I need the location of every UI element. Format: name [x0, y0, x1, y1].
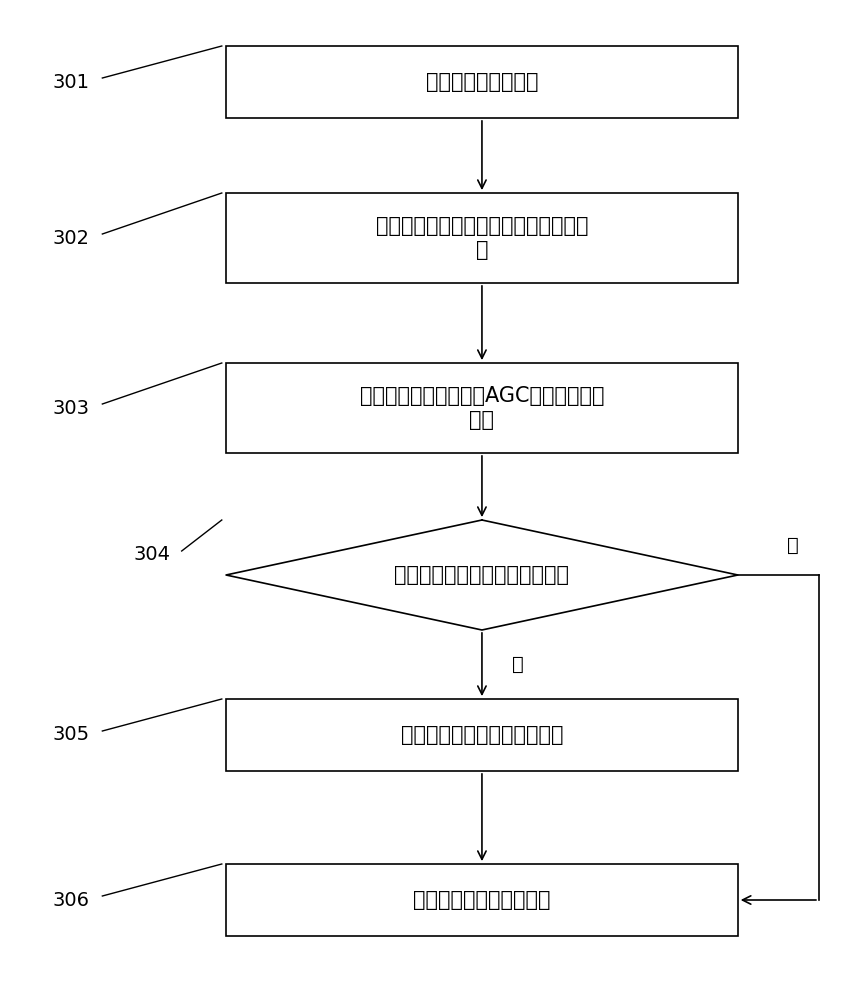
Text: 306: 306 [53, 890, 89, 910]
Bar [226, 864, 737, 936]
Text: 接收端向发射端发送指令: 接收端向发射端发送指令 [412, 890, 550, 910]
Text: 304: 304 [134, 546, 170, 564]
Text: 否: 否 [786, 536, 798, 554]
Text: 是: 是 [511, 654, 523, 674]
Text: 判断第三信号是否满足预设条件: 判断第三信号是否满足预设条件 [394, 565, 569, 585]
Bar [226, 193, 737, 283]
Bar [226, 46, 737, 118]
Bar [226, 699, 737, 771]
Bar [226, 363, 737, 453]
Text: 301: 301 [53, 73, 89, 92]
Text: 303: 303 [53, 398, 89, 418]
Polygon shape [226, 520, 737, 630]
Text: 接收端获取第一信号: 接收端获取第一信号 [425, 72, 538, 92]
Text: 305: 305 [52, 726, 89, 744]
Text: 接收端确认第三信号不受干扰: 接收端确认第三信号不受干扰 [400, 725, 562, 745]
Text: 接收端对第二信号进行AGC调整得到第三
信号: 接收端对第二信号进行AGC调整得到第三 信号 [360, 386, 603, 430]
Text: 302: 302 [53, 229, 89, 247]
Text: 接收端对第一信号进行滤波得到第二信
号: 接收端对第一信号进行滤波得到第二信 号 [375, 216, 588, 260]
